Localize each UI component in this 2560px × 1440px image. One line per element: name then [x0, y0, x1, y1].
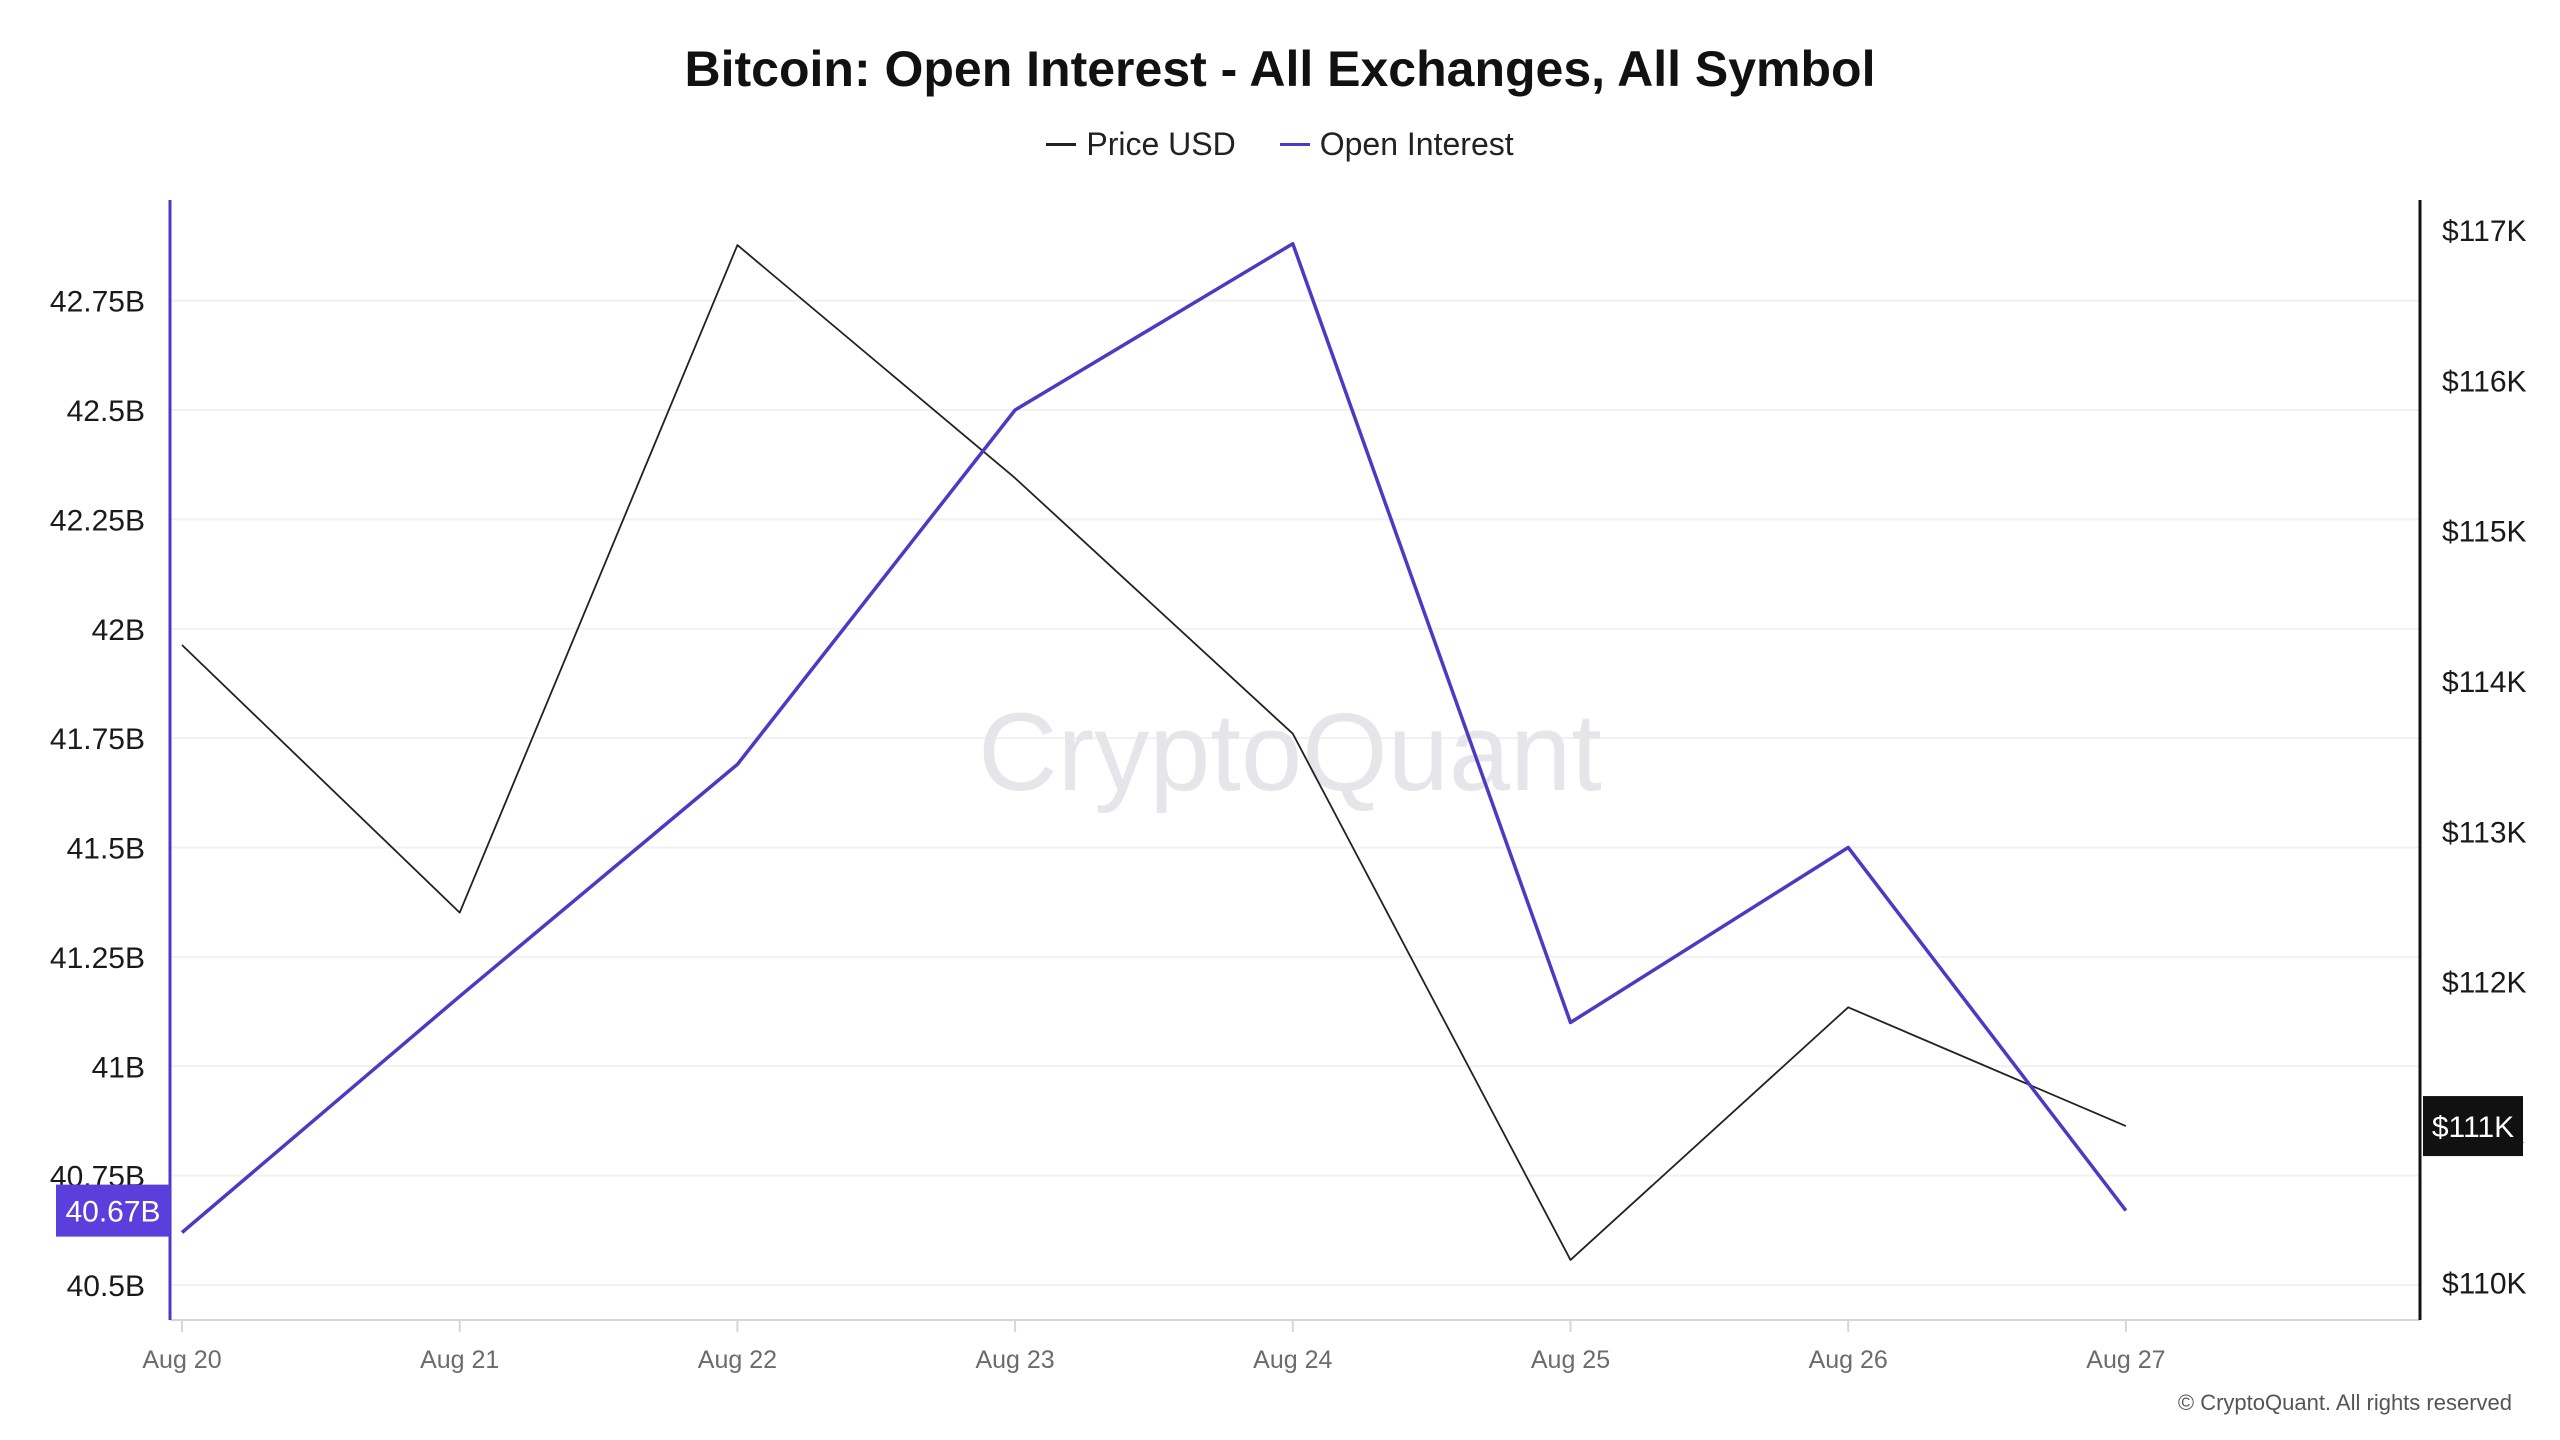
- right-tick-label: $110K: [2442, 1267, 2527, 1300]
- left-tick-label: 40.5B: [67, 1270, 145, 1303]
- series-layer: [180, 241, 2128, 1261]
- copyright-text: © CryptoQuant. All rights reserved: [2177, 1390, 2512, 1415]
- left-tick-label: 41.5B: [67, 833, 145, 866]
- right-current-value-label: $111K: [2432, 1111, 2514, 1144]
- left-tick-label: 41B: [92, 1051, 145, 1084]
- x-tick-label: Aug 20: [142, 1346, 221, 1374]
- left-current-value-label: 40.67B: [65, 1196, 160, 1229]
- open-interest-line[interactable]: [180, 241, 2128, 1234]
- labels-layer: Aug 20 Aug 21 Aug 22 Aug 23 Aug 24 Aug 25 Aug …: [50, 215, 2527, 1374]
- left-tick-label: 41.75B: [50, 723, 145, 756]
- watermark: CryptoQuant: [978, 691, 1602, 814]
- right-tick-label: $115K: [2442, 516, 2527, 549]
- right-tick-label: $112K: [2442, 967, 2527, 1000]
- x-tick-label: Aug 21: [420, 1346, 499, 1374]
- right-tick-label: $116K: [2442, 365, 2527, 398]
- x-tick-label: Aug 24: [1253, 1346, 1332, 1374]
- legend-item-price[interactable]: Price USD: [1046, 126, 1236, 163]
- price-usd-line[interactable]: [181, 244, 2127, 1261]
- legend-item-open-interest[interactable]: Open Interest: [1279, 126, 1514, 163]
- axes-layer: [168, 200, 2422, 1332]
- left-tick-label: 41.25B: [50, 942, 145, 975]
- right-current-value-tag: [2423, 1096, 2523, 1157]
- legend-swatch-open-interest: [1279, 143, 1310, 146]
- chart-legend: Price USD Open Interest: [0, 126, 2560, 163]
- legend-label-price: Price USD: [1086, 126, 1236, 162]
- left-tick-label: 42B: [92, 614, 145, 647]
- right-tick-label: $117K: [2442, 215, 2527, 248]
- x-tick-label: Aug 27: [2086, 1346, 2165, 1374]
- legend-label-open-interest: Open Interest: [1319, 126, 1514, 162]
- chart-title: Bitcoin: Open Interest - All Exchanges, …: [684, 41, 1876, 97]
- left-current-value-tag: [56, 1184, 170, 1237]
- left-tick-label: 42.25B: [50, 504, 145, 537]
- legend-swatch-price: [1046, 143, 1077, 146]
- left-tick-label: 42.5B: [67, 395, 145, 428]
- right-tick-label: $113K: [2442, 816, 2527, 849]
- x-tick-label: Aug 23: [975, 1346, 1054, 1374]
- left-tick-label: 42.75B: [50, 286, 145, 319]
- grid-layer: [170, 299, 2420, 1286]
- x-tick-label: Aug 26: [1809, 1346, 1888, 1374]
- x-tick-label: Aug 25: [1531, 1346, 1610, 1374]
- right-tick-label: $114K: [2442, 666, 2527, 699]
- x-tick-label: Aug 22: [698, 1346, 777, 1374]
